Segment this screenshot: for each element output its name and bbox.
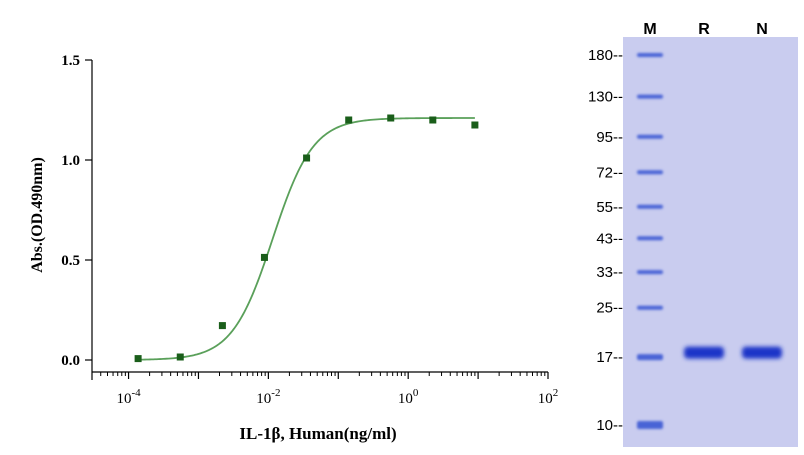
x-tick-base: 10 (116, 391, 131, 407)
marker-band (637, 305, 663, 310)
x-tick-label: 100 (398, 387, 419, 407)
marker-label: 33-- (596, 264, 623, 281)
data-point (176, 353, 184, 361)
marker-label: 25-- (596, 300, 623, 317)
data-point (218, 322, 226, 330)
x-tick-label: 102 (538, 387, 559, 407)
y-tick-label: 0.5 (61, 253, 80, 269)
x-tick-base: 10 (538, 391, 553, 407)
x-tick-exp: 0 (413, 387, 419, 399)
marker-label: 43-- (596, 230, 623, 247)
protein-band (684, 346, 724, 359)
marker-band (637, 354, 663, 361)
y-tick-label: 1.5 (61, 53, 80, 69)
data-point (134, 355, 142, 363)
lane-label: N (756, 21, 768, 38)
gel-background (623, 37, 798, 447)
marker-band (637, 204, 663, 209)
x-tick-label: 10-2 (256, 387, 280, 407)
marker-label: 17-- (596, 349, 623, 366)
lane-label: R (698, 21, 710, 38)
data-point (429, 116, 437, 124)
data-point (303, 154, 311, 162)
x-tick-exp: -2 (271, 387, 280, 399)
data-points (134, 114, 479, 363)
data-point (345, 116, 353, 124)
sample-bands (684, 346, 782, 359)
y-axis: 0.0 0.5 1.0 1.5 (61, 53, 93, 380)
marker-label: 72-- (596, 164, 623, 181)
marker-label: 55-- (596, 199, 623, 216)
protein-band (742, 346, 782, 359)
marker-label: 180-- (588, 47, 623, 64)
lane-label: M (643, 21, 656, 38)
marker-band (637, 134, 663, 139)
marker-band (637, 421, 663, 429)
marker-band (637, 53, 663, 57)
marker-label: 95-- (596, 129, 623, 146)
marker-band (637, 270, 663, 275)
fit-curve (138, 117, 475, 361)
x-tick-base: 10 (398, 391, 413, 407)
marker-band (637, 94, 663, 99)
data-point (471, 121, 479, 129)
x-tick-exp: -4 (131, 387, 141, 399)
y-tick-label: 0.0 (61, 353, 80, 369)
x-axis: 10-4 10-2 100 102 (91, 371, 559, 407)
marker-ladder (637, 53, 663, 429)
data-point (260, 253, 268, 261)
data-point (387, 114, 395, 122)
marker-band (637, 170, 663, 175)
y-tick-label: 1.0 (61, 153, 80, 169)
x-tick-base: 10 (256, 391, 271, 407)
marker-label: 130-- (588, 89, 623, 106)
x-tick-exp: 2 (553, 387, 559, 399)
marker-label: 10-- (596, 417, 623, 434)
marker-band (637, 236, 663, 241)
x-axis-label: IL-1β, Human(ng/ml) (239, 424, 396, 443)
marker-labels: 180-- 130-- 95-- 72-- 55-- 43-- 33-- 25-- 17-- 10… (588, 47, 623, 434)
dose-response-chart: 0.00.51.01.5 10-4 10-2 100 102 Abs.(OD.490n… (29, 53, 559, 443)
y-axis-label: Abs.(OD.490nm) (29, 157, 46, 273)
x-tick-label: 10-4 (116, 387, 141, 407)
sds-page-gel: M R N 180-- 130-- 95-- 72-- 55-- 43-- 33-- 25-- 17… (588, 21, 798, 447)
